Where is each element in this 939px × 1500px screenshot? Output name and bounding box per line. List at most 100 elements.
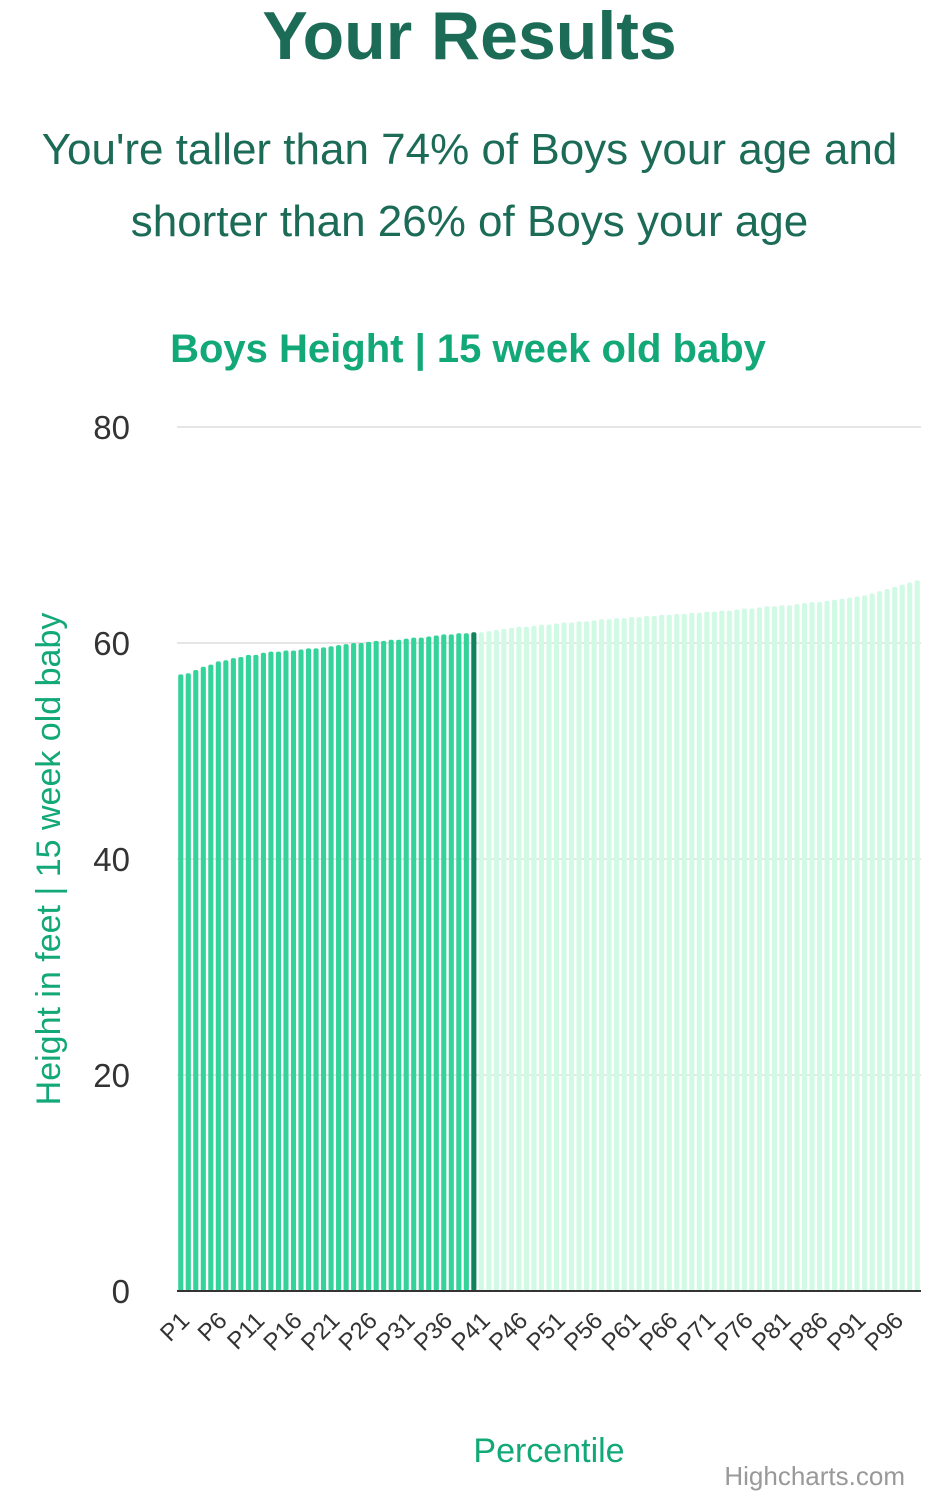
bar-p54[interactable] (576, 621, 582, 1291)
bar-p37[interactable] (448, 634, 454, 1291)
bar-p80[interactable] (771, 606, 778, 1291)
bar-p30[interactable] (396, 639, 402, 1291)
bar-p59[interactable] (614, 618, 620, 1291)
bar-p47[interactable] (523, 626, 530, 1291)
bar-p98[interactable] (907, 582, 913, 1291)
bar-p79[interactable] (764, 606, 770, 1291)
bar-p49[interactable] (538, 624, 545, 1291)
bar-p88[interactable] (832, 599, 838, 1291)
bar-p86[interactable] (816, 601, 823, 1291)
bar-p53[interactable] (568, 622, 575, 1291)
bar-p63[interactable] (644, 616, 650, 1291)
bar-p34[interactable] (426, 636, 432, 1291)
bar-p99[interactable] (914, 580, 920, 1291)
bar-p67[interactable] (674, 613, 680, 1291)
bar-p19[interactable] (313, 648, 319, 1291)
bar-p77[interactable] (749, 608, 755, 1291)
bar-p35[interactable] (433, 635, 439, 1291)
bar-p14[interactable] (275, 651, 282, 1291)
bar-p87[interactable] (824, 600, 830, 1291)
bar-p28[interactable] (381, 640, 387, 1291)
bar-p33[interactable] (418, 637, 424, 1291)
bar-p13[interactable] (268, 651, 274, 1291)
bar-p24[interactable] (351, 643, 357, 1291)
bar-p73[interactable] (719, 610, 725, 1291)
bar-p57[interactable] (599, 619, 605, 1291)
bar-p68[interactable] (681, 613, 687, 1291)
bar-p56[interactable] (591, 620, 597, 1291)
bar-p83[interactable] (794, 604, 800, 1291)
bar-p89[interactable] (839, 598, 845, 1291)
bar-p23[interactable] (343, 644, 349, 1291)
bar-p92[interactable] (862, 595, 868, 1291)
bar-p12[interactable] (260, 652, 266, 1291)
bar-p7[interactable] (223, 660, 229, 1291)
bar-p82[interactable] (786, 605, 793, 1291)
bar-p36[interactable] (441, 634, 447, 1291)
bar-p48[interactable] (531, 625, 537, 1291)
bar-p55[interactable] (584, 621, 590, 1291)
bar-p9[interactable] (238, 657, 244, 1291)
bar-p85[interactable] (809, 601, 815, 1291)
bar-p60[interactable] (621, 618, 627, 1291)
bar-p78[interactable] (756, 607, 762, 1291)
bar-p26[interactable] (366, 641, 372, 1291)
bar-p29[interactable] (388, 639, 394, 1291)
bar-p64[interactable] (651, 616, 657, 1291)
bar-p4[interactable] (200, 666, 206, 1291)
bar-p46[interactable] (516, 626, 522, 1291)
bar-p61[interactable] (629, 617, 635, 1291)
bar-p97[interactable] (899, 584, 905, 1291)
bar-p50[interactable] (546, 624, 552, 1291)
bar-p21[interactable] (328, 646, 334, 1291)
bar-p69[interactable] (689, 612, 695, 1291)
bar-p94[interactable] (877, 591, 883, 1291)
bar-p91[interactable] (854, 596, 860, 1291)
highcharts-credit[interactable]: Highcharts.com (724, 1461, 905, 1491)
bar-p65[interactable] (659, 614, 665, 1291)
bar-p11[interactable] (253, 654, 259, 1291)
bar-p6[interactable] (215, 661, 221, 1291)
bar-p74[interactable] (726, 610, 732, 1291)
bar-p22[interactable] (336, 645, 342, 1291)
bar-p62[interactable] (636, 617, 642, 1291)
bar-p45[interactable] (508, 627, 514, 1291)
bar-p43[interactable] (493, 630, 499, 1291)
bar-p38[interactable] (456, 633, 462, 1291)
bar-p18[interactable] (305, 648, 312, 1291)
bar-p25[interactable] (358, 643, 364, 1291)
bar-p51[interactable] (553, 623, 560, 1291)
bar-p93[interactable] (869, 593, 875, 1291)
bar-p17[interactable] (298, 649, 304, 1291)
bar-p20[interactable] (320, 647, 327, 1291)
bar-p44[interactable] (501, 628, 507, 1291)
bar-p40[interactable] (471, 632, 477, 1291)
bar-p96[interactable] (892, 586, 898, 1291)
bar-p16[interactable] (290, 650, 297, 1291)
bar-p1[interactable] (178, 674, 184, 1291)
bar-p76[interactable] (741, 608, 747, 1291)
bar-p2[interactable] (185, 673, 191, 1291)
bar-p42[interactable] (486, 631, 492, 1291)
bar-p39[interactable] (463, 633, 469, 1291)
bar-p84[interactable] (801, 603, 808, 1291)
bar-p32[interactable] (411, 637, 417, 1291)
bar-p95[interactable] (884, 589, 890, 1291)
bar-p71[interactable] (704, 611, 710, 1291)
bar-p5[interactable] (208, 664, 214, 1291)
bar-p75[interactable] (734, 609, 740, 1291)
bar-p8[interactable] (230, 658, 236, 1291)
bar-p3[interactable] (193, 670, 199, 1291)
bar-p41[interactable] (478, 632, 484, 1291)
bar-p27[interactable] (373, 640, 379, 1291)
bar-p31[interactable] (403, 638, 409, 1291)
bar-p66[interactable] (666, 614, 672, 1291)
bar-p10[interactable] (245, 654, 251, 1291)
bar-p72[interactable] (711, 611, 717, 1291)
bar-p58[interactable] (606, 619, 612, 1291)
bar-p81[interactable] (779, 605, 785, 1291)
bar-p52[interactable] (561, 622, 567, 1291)
bar-p70[interactable] (696, 612, 702, 1291)
bar-p15[interactable] (283, 650, 289, 1291)
bar-p90[interactable] (847, 597, 853, 1291)
